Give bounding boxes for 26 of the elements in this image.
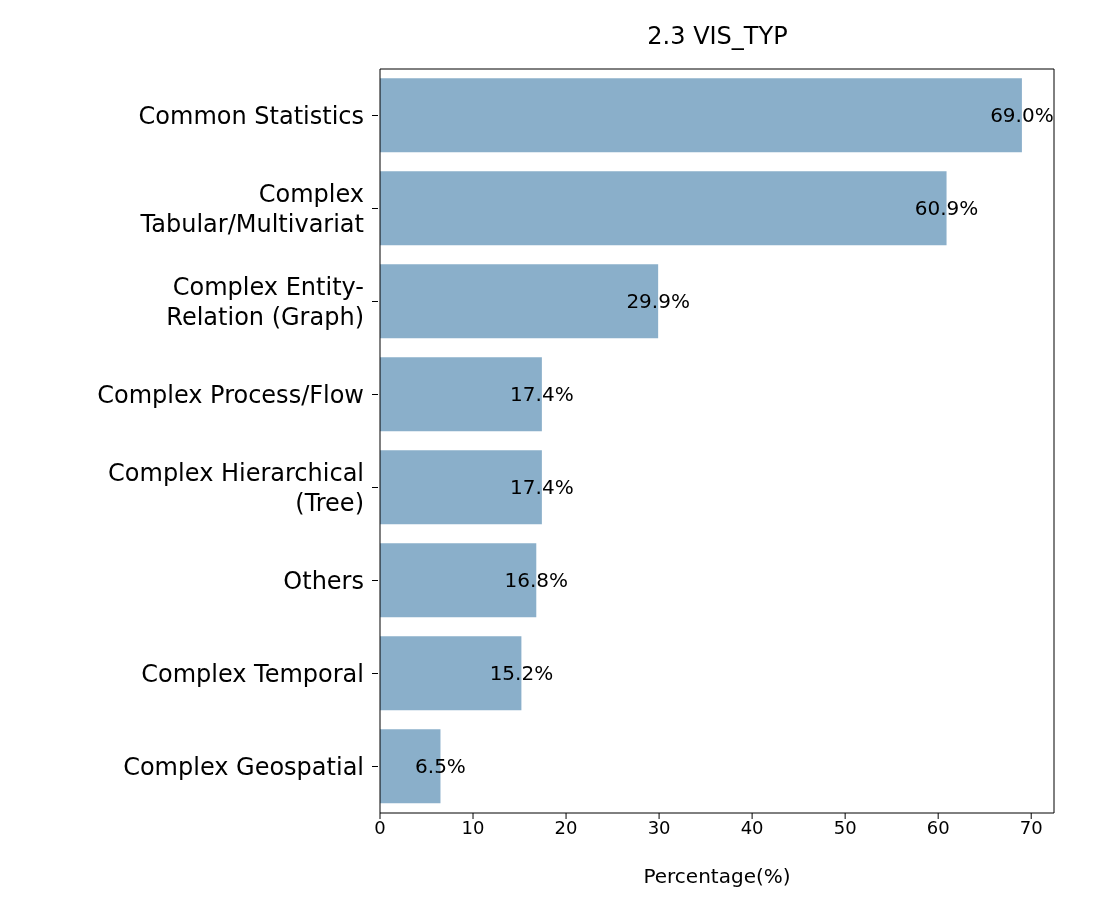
y-tick-label: Complex Entity- Relation (Graph) [166,272,364,331]
data-label: 17.4% [510,382,574,407]
y-tick-label: Common Statistics [138,101,364,130]
data-label: 69.0% [990,103,1054,128]
chart-title: 2.3 VIS_TYP [646,22,789,50]
x-tick-label: 10 [461,816,485,838]
data-label: 15.2% [489,661,554,686]
y-tick-label: Complex Process/Flow [97,380,364,409]
data-label: 60.9% [914,196,979,221]
x-tick-label: 60 [926,816,950,838]
x-tick-label: 20 [554,816,578,838]
data-label: 16.8% [504,568,569,593]
y-tick-label: Others [283,566,364,595]
x-tick-label: 0 [374,816,386,838]
data-label: 6.5% [415,754,466,779]
x-tick-label: 50 [833,816,857,838]
x-tick-label: 70 [1019,816,1043,838]
data-label: 17.4% [510,475,574,500]
data-label: 29.9% [626,289,690,314]
y-tick-label: Complex Tabular/Multivariat [139,179,364,238]
x-axis-title: Percentage(%) [643,864,791,888]
y-tick-label: Complex Temporal [141,659,364,688]
y-tick-label: Complex Geospatial [123,752,364,781]
y-tick-label: Complex Hierarchical (Tree) [108,458,364,517]
x-tick-label: 30 [647,816,671,838]
x-tick-label: 40 [740,816,764,838]
